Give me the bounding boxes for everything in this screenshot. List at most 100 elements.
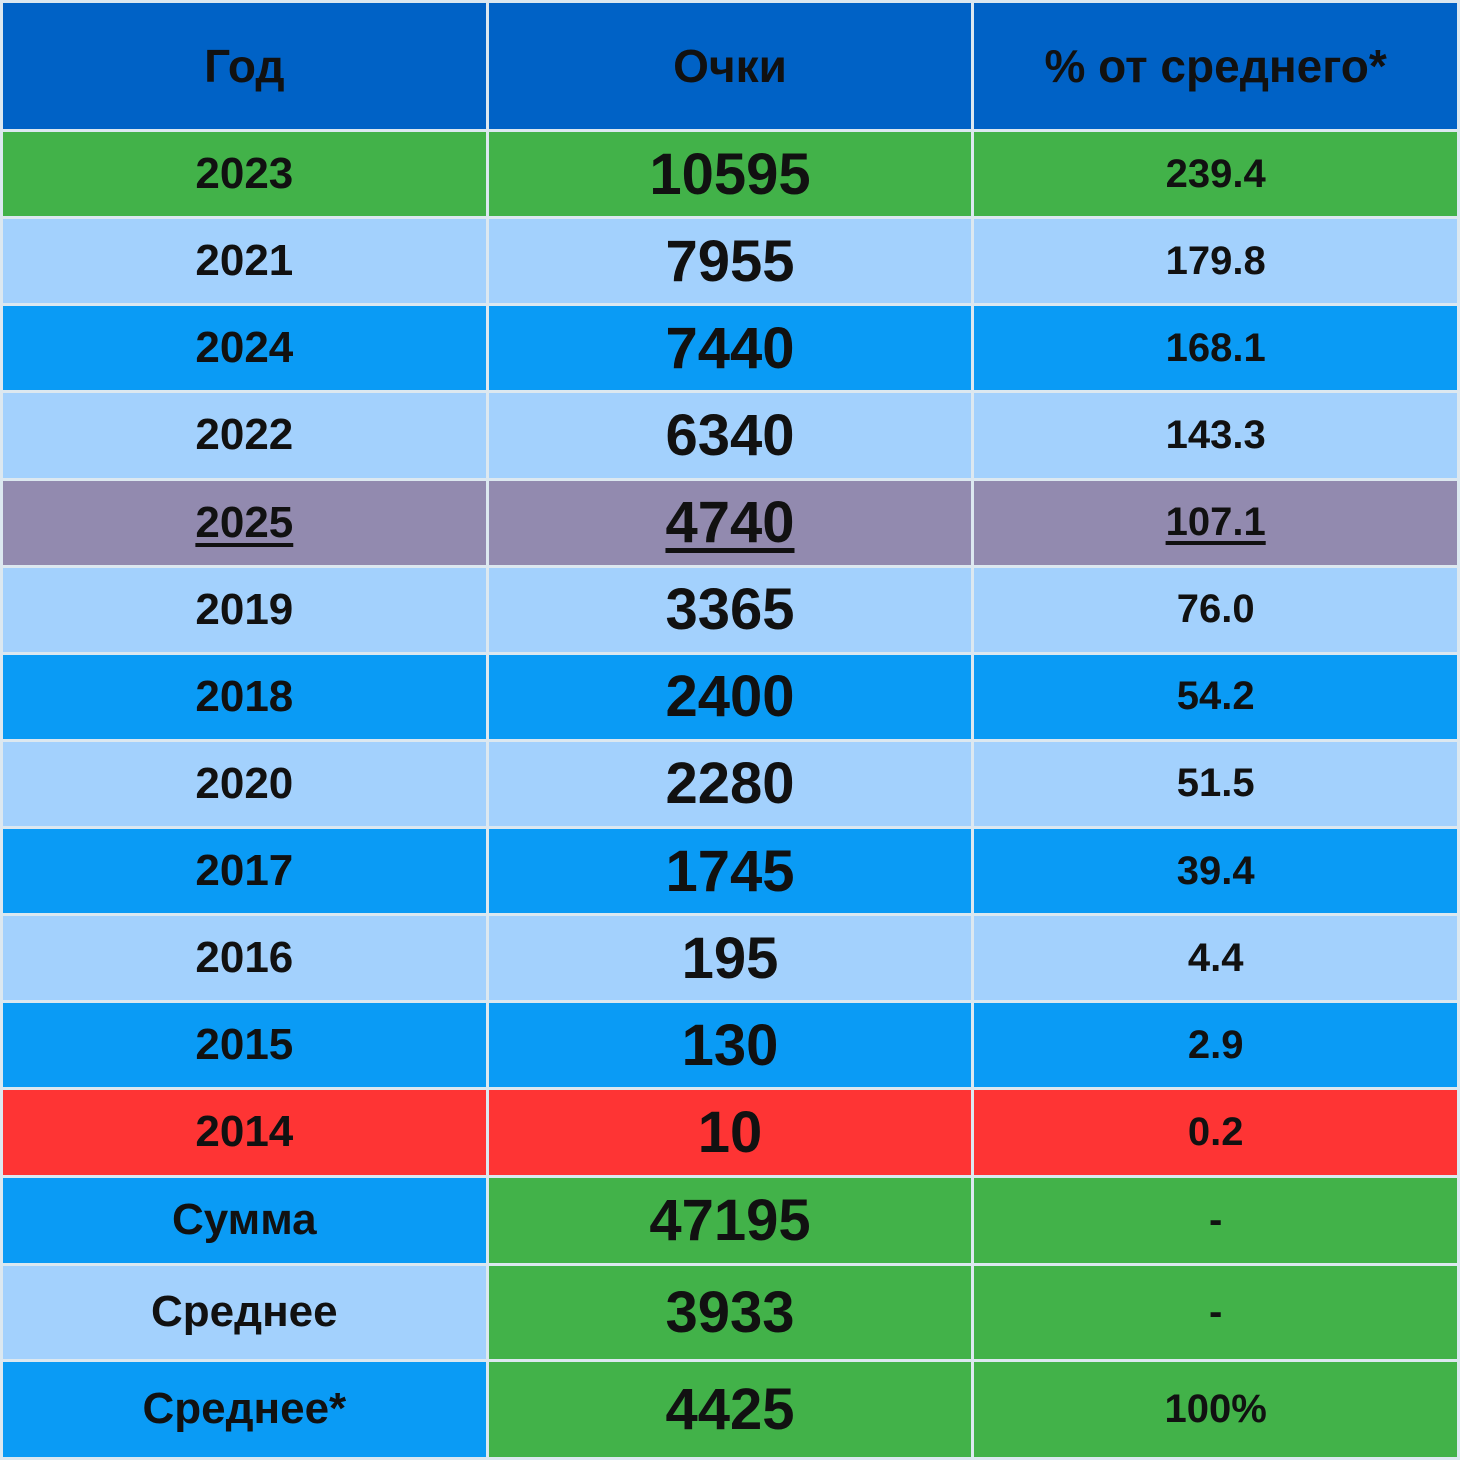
table-cell: 2021 — [0, 216, 489, 307]
table-cell: 39.4 — [971, 825, 1460, 917]
table-row: Среднее 3933 - — [0, 1262, 1460, 1362]
cell-text: Среднее* — [142, 1384, 347, 1434]
cell-text: 0.2 — [1187, 1109, 1244, 1154]
table-cell: 2400 — [485, 651, 975, 742]
cell-text: 1745 — [665, 838, 795, 904]
cell-text: 2018 — [195, 671, 294, 721]
cell-text: 2400 — [665, 664, 795, 730]
table-cell: - — [971, 1262, 1460, 1362]
table-cell: 10595 — [485, 128, 975, 220]
header-row: Год Очки % от среднего* — [0, 0, 1460, 132]
table-cell: 10 — [485, 1087, 975, 1178]
cell-text: 2014 — [195, 1107, 294, 1157]
table-cell: 54.2 — [971, 651, 1460, 742]
cell-text: 51.5 — [1176, 761, 1255, 806]
table-cell: 3365 — [485, 564, 975, 655]
cell-text: 195 — [681, 925, 779, 991]
table-cell: 2015 — [0, 1000, 489, 1091]
table-cell: 2016 — [0, 913, 489, 1004]
cell-text: 47195 — [649, 1187, 811, 1253]
cell-text: - — [1208, 1289, 1223, 1334]
table-cell: Среднее* — [0, 1358, 489, 1460]
cell-text: 3933 — [665, 1279, 795, 1345]
cell-text: 168.1 — [1165, 325, 1266, 370]
table-cell: Сумма — [0, 1174, 489, 1266]
table-cell: 51.5 — [971, 738, 1460, 830]
table-cell: 2018 — [0, 651, 489, 742]
cell-text: 130 — [681, 1012, 779, 1078]
table-cell: 100% — [971, 1358, 1460, 1460]
cell-text: 54.2 — [1176, 674, 1255, 719]
cell-text: 179.8 — [1165, 238, 1266, 283]
cell-text: 2023 — [195, 149, 294, 199]
cell-text: 2015 — [195, 1020, 294, 1070]
table-cell: 2014 — [0, 1087, 489, 1178]
cell-text: 7955 — [665, 228, 795, 294]
cell-text: 7440 — [665, 315, 795, 381]
cell-text: 107.1 — [1165, 500, 1266, 545]
cell-text: 10 — [697, 1099, 763, 1165]
cell-text: 76.0 — [1176, 587, 1255, 632]
table-cell: 4425 — [485, 1358, 975, 1460]
table-row: 2014 10 0.2 — [0, 1087, 1460, 1178]
cell-text: Сумма — [172, 1195, 317, 1245]
table-header: Год Очки % от среднего* — [0, 0, 1460, 132]
table-cell: 2017 — [0, 825, 489, 917]
table-cell: 2025 — [0, 477, 489, 568]
table-cell: 3933 — [485, 1262, 975, 1362]
cell-text: 2021 — [195, 236, 294, 286]
table-cell: 2019 — [0, 564, 489, 655]
table-cell: 2020 — [0, 738, 489, 830]
table-row: Сумма 47195 - — [0, 1174, 1460, 1266]
table-cell: 239.4 — [971, 128, 1460, 220]
table-row: 2015 130 2.9 — [0, 1000, 1460, 1091]
table-row: Среднее* 4425 100% — [0, 1358, 1460, 1460]
table-cell: 130 — [485, 1000, 975, 1091]
header-cell: Год — [0, 0, 489, 132]
table-cell: 76.0 — [971, 564, 1460, 655]
table-row: 2020 2280 51.5 — [0, 738, 1460, 830]
table-row: 2019 3365 76.0 — [0, 564, 1460, 655]
cell-text: 2017 — [195, 846, 294, 896]
cell-text: 239.4 — [1165, 151, 1266, 196]
table-row: 2023 10595 239.4 — [0, 128, 1460, 220]
cell-text: 3365 — [665, 577, 795, 643]
table-cell: 168.1 — [971, 303, 1460, 394]
cell-text: 6340 — [665, 402, 795, 468]
table-row: 2021 7955 179.8 — [0, 216, 1460, 307]
table-row: 2022 6340 143.3 — [0, 390, 1460, 481]
cell-text: Среднее — [151, 1287, 338, 1337]
cell-text: 10595 — [649, 141, 811, 207]
table-cell: 2.9 — [971, 1000, 1460, 1091]
table-cell: 4740 — [485, 477, 975, 568]
table-row: 2017 1745 39.4 — [0, 825, 1460, 917]
cell-text: 4425 — [665, 1376, 795, 1442]
cell-text: - — [1208, 1197, 1223, 1242]
table-cell: 2023 — [0, 128, 489, 220]
cell-text: 2016 — [195, 933, 294, 983]
table-cell: 7955 — [485, 216, 975, 307]
cell-text: 2019 — [195, 584, 294, 634]
cell-text: 4.4 — [1187, 935, 1244, 980]
cell-text: 4740 — [665, 490, 795, 556]
table-cell: 143.3 — [971, 390, 1460, 481]
table-cell: 2022 — [0, 390, 489, 481]
table-cell: 195 — [485, 913, 975, 1004]
table-row: 2024 7440 168.1 — [0, 303, 1460, 394]
table-row: 2016 195 4.4 — [0, 913, 1460, 1004]
header-cell: % от среднего* — [971, 0, 1460, 132]
cell-text: 2280 — [665, 751, 795, 817]
cell-text: 2020 — [195, 758, 294, 808]
table-cell: 2024 — [0, 303, 489, 394]
table-cell: 47195 — [485, 1174, 975, 1266]
table-row: 2018 2400 54.2 — [0, 651, 1460, 742]
cell-text: 39.4 — [1176, 848, 1255, 893]
table-cell: 4.4 — [971, 913, 1460, 1004]
table-cell: 6340 — [485, 390, 975, 481]
cell-text: 2.9 — [1187, 1022, 1244, 1067]
table-cell: Среднее — [0, 1262, 489, 1362]
cell-text: 2025 — [195, 497, 294, 547]
table-cell: 0.2 — [971, 1087, 1460, 1178]
cell-text: 2024 — [195, 323, 294, 373]
